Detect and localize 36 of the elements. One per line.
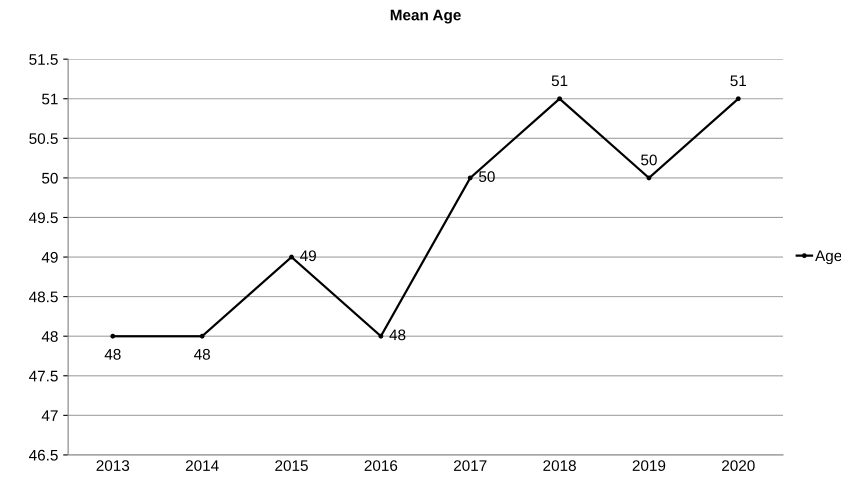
chart-title: Mean Age (390, 10, 461, 24)
y-tick-label: 46.5 (29, 450, 58, 461)
x-tick-label: 2020 (722, 460, 755, 472)
y-tick-label: 50 (42, 172, 58, 184)
data-label: 48 (194, 348, 210, 360)
point (736, 96, 741, 102)
point (110, 334, 116, 339)
y-tick-label: 50.5 (29, 133, 58, 144)
data-label: 48 (389, 329, 406, 340)
x-tick-label: 2015 (275, 460, 308, 472)
y-tick-label: 48.5 (29, 291, 58, 302)
x-tick-label: 2019 (632, 460, 666, 472)
data-label: 48 (104, 348, 121, 360)
data-label: 49 (300, 250, 316, 262)
x-tick-label: 2016 (364, 460, 398, 472)
point (468, 175, 473, 180)
y-tick-label: 47 (42, 410, 58, 421)
x-tick-label: 2018 (543, 460, 576, 472)
data-label: 50 (479, 171, 495, 182)
y-tick-label: 49 (42, 252, 58, 263)
y-tick-label: 48 (42, 331, 58, 342)
y-tick-label: 51.5 (29, 54, 58, 65)
data-label: 51 (552, 76, 568, 86)
data-label: 51 (730, 76, 746, 86)
y-tick-label: 47.5 (29, 370, 58, 382)
data-label: 50 (641, 154, 657, 166)
point (200, 334, 205, 339)
point (289, 254, 294, 260)
point (557, 96, 562, 102)
x-tick-label: 2014 (186, 460, 219, 472)
x-tick-label: 2017 (454, 460, 486, 472)
point (378, 334, 384, 339)
y-tick-label: 51 (42, 94, 58, 104)
point (646, 175, 652, 180)
x-tick-label: 2013 (96, 460, 130, 472)
y-tick-label: 49.5 (29, 212, 58, 224)
